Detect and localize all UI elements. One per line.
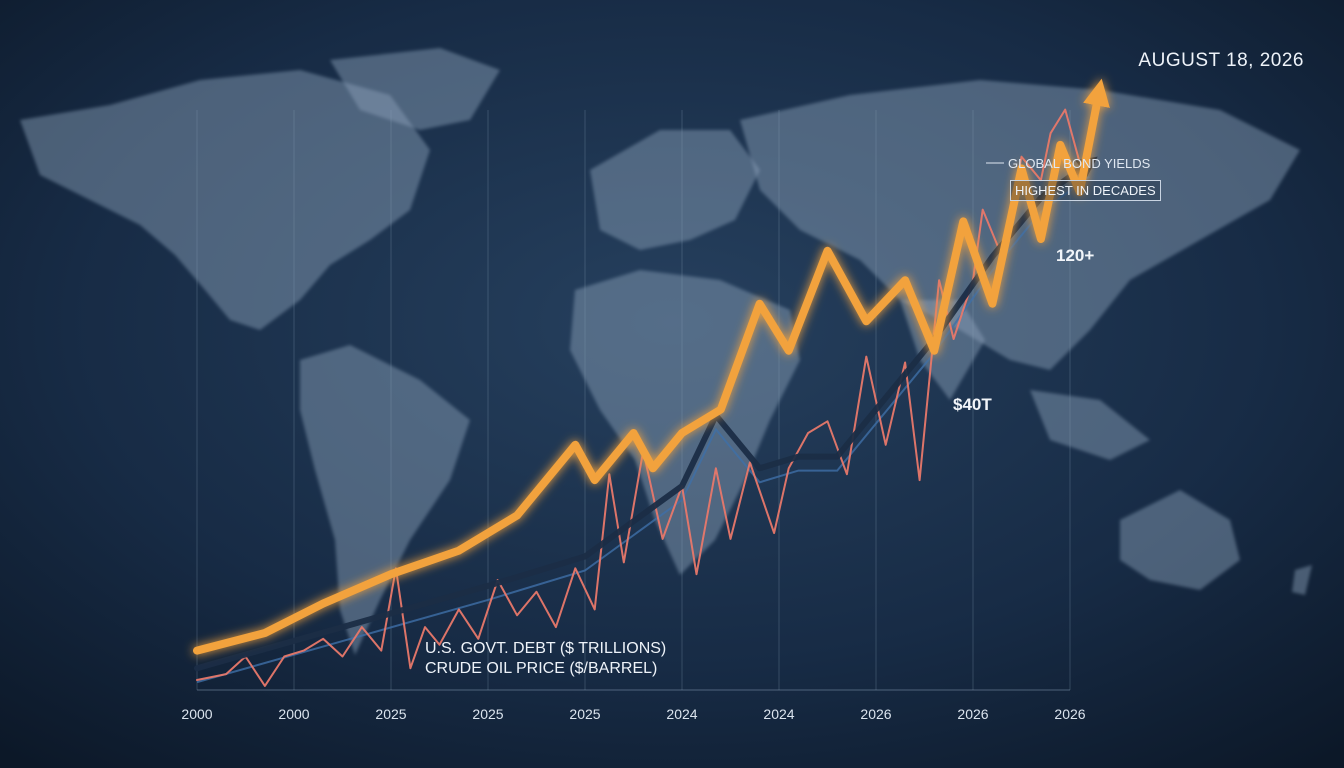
date-label: AUGUST 18, 2026: [1138, 50, 1304, 71]
map-north-america: [20, 70, 430, 330]
x-tick-label: 2000: [278, 706, 310, 722]
x-tick-label: 2024: [666, 706, 698, 722]
bond-highest-badge: HIGHEST IN DECADES: [1010, 180, 1161, 201]
series-line-global-bond-yields: [193, 78, 1110, 655]
map-southeast-asia: [1030, 390, 1150, 460]
map-australia: [1120, 490, 1240, 590]
series-line-crude-oil-price-barrel: [196, 108, 1081, 687]
chart-lines: [193, 78, 1110, 687]
x-tick-label: 2025: [375, 706, 407, 722]
x-tick-label: 2026: [860, 706, 892, 722]
bond-yields-annotation: GLOBAL BOND YIELDS: [1008, 156, 1151, 171]
x-tick-label: 2024: [763, 706, 795, 722]
map-greenland: [330, 48, 500, 130]
map-europe: [590, 130, 760, 250]
x-tick-label: 2026: [957, 706, 989, 722]
oil-peak-label: 120+: [1056, 246, 1095, 265]
legend-item-crude-oil: CRUDE OIL PRICE ($/BARREL): [425, 660, 658, 677]
map-new-zealand: [1292, 565, 1312, 595]
chart-grid: [196, 110, 1071, 691]
x-tick-label: 2025: [472, 706, 504, 722]
x-tick-label: 2025: [569, 706, 601, 722]
legend-item-us-debt: U.S. GOVT. DEBT ($ TRILLIONS): [425, 640, 667, 657]
map-south-america: [300, 345, 470, 655]
x-tick-label: 2026: [1054, 706, 1086, 722]
debt-peak-label: $40T: [953, 395, 992, 414]
x-tick-label: 2000: [181, 706, 213, 722]
